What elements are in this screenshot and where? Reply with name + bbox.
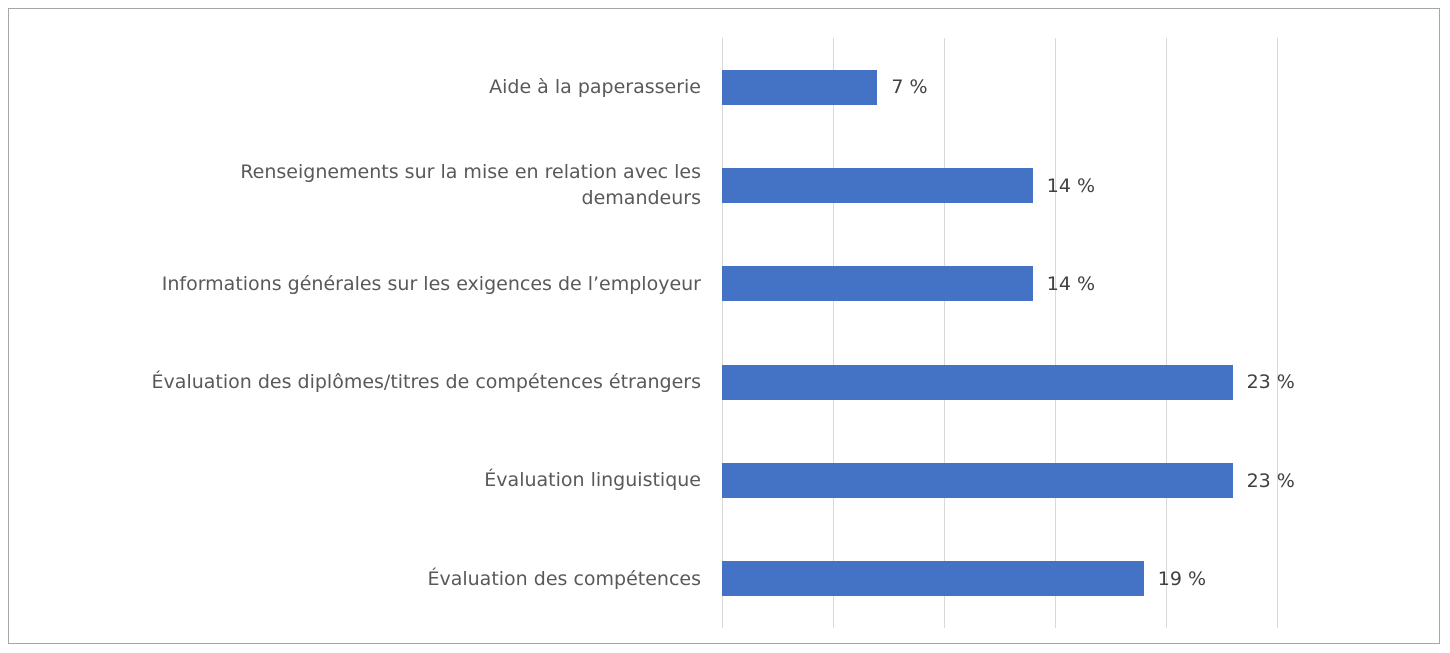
y-tick-label: Évaluation des diplômes/titres de compét… [151, 371, 701, 394]
bar [722, 168, 1033, 203]
bar [722, 69, 878, 105]
bar [722, 364, 1233, 400]
data-label: 14 % [1046, 174, 1096, 197]
grid-line [833, 38, 834, 628]
data-label: 7 % [891, 76, 928, 99]
y-tick-label: Aide à la paperasserie [489, 76, 701, 99]
data-label: 23 % [1246, 371, 1295, 394]
bar [722, 561, 1144, 597]
chart-frame [8, 8, 1440, 644]
y-tick-label: Informations générales sur les exigences… [161, 272, 701, 295]
grid-line [1277, 38, 1278, 628]
grid-line [1055, 38, 1056, 628]
y-tick-label: Évaluation des compétences [427, 567, 701, 590]
grid-line [944, 38, 945, 628]
data-label: 23 % [1246, 469, 1295, 492]
grid-line [722, 38, 723, 628]
data-label: 19 % [1157, 567, 1207, 590]
bar [722, 463, 1233, 498]
bar [722, 266, 1033, 302]
y-tick-label: Évaluation linguistique [484, 469, 701, 492]
grid-line [1166, 38, 1167, 628]
y-tick-label: Renseignements sur la mise en relation a… [240, 161, 701, 210]
data-label: 14 % [1046, 272, 1096, 295]
